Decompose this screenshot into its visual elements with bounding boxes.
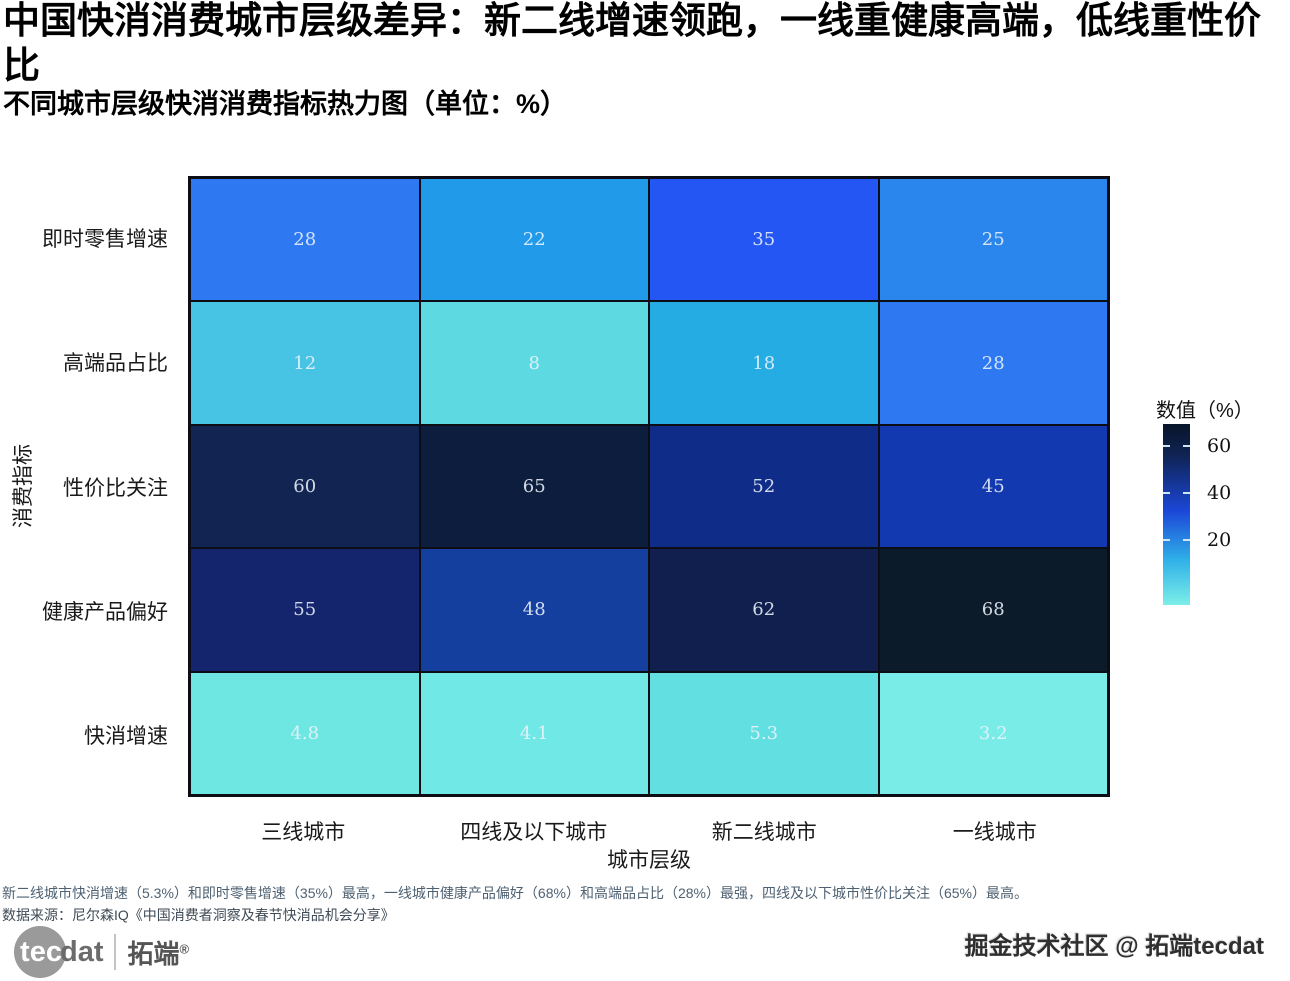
y-tick-label: 健康产品偏好 bbox=[42, 600, 168, 624]
heatmap-cell: 68 bbox=[878, 548, 1108, 672]
cell-value: 4.1 bbox=[519, 722, 549, 744]
heatmap-cell: 8 bbox=[419, 301, 649, 425]
x-axis-title: 城市层级 bbox=[607, 849, 691, 872]
colorbar-tick-mark bbox=[1163, 491, 1170, 494]
logo-text-dat: dat bbox=[60, 935, 104, 968]
x-tick-label: 一线城市 bbox=[952, 821, 1037, 844]
heatmap-cell: 48 bbox=[419, 548, 649, 672]
y-axis-title: 消费指标 bbox=[12, 444, 35, 528]
colorbar-tick-mark bbox=[1183, 491, 1190, 494]
logo-circle-icon: tec bbox=[14, 926, 66, 978]
heatmap-cell: 18 bbox=[649, 301, 879, 425]
cell-value: 5.3 bbox=[749, 722, 779, 744]
heatmap-cell: 28 bbox=[190, 178, 420, 302]
heatmap-cell: 62 bbox=[649, 548, 879, 672]
x-tick-label: 新二线城市 bbox=[711, 821, 817, 844]
heatmap-cell: 5.3 bbox=[649, 671, 879, 795]
legend-title: 数值（%） bbox=[1156, 400, 1254, 422]
heatmap-cell: 28 bbox=[878, 301, 1108, 425]
logo-cn-chars: 拓端 bbox=[127, 938, 180, 969]
colorbar bbox=[1163, 424, 1190, 605]
logo-text-tec: tec bbox=[20, 935, 62, 968]
heatmap-cell: 65 bbox=[419, 424, 649, 549]
heatmap-cell: 55 bbox=[190, 548, 420, 672]
watermark-text: 掘金技术社区 @ 拓端tecdat bbox=[964, 933, 1264, 960]
tecdat-logo: tec dat 拓端® bbox=[14, 925, 189, 979]
cell-value: 62 bbox=[752, 599, 776, 621]
cell-value: 8 bbox=[528, 352, 540, 374]
colorbar-tick-mark bbox=[1183, 538, 1190, 541]
heatmap-cell: 4.1 bbox=[419, 671, 649, 795]
heatmap-grid: 28 22 35 25 12 8 18 28 60 65 52 45 55 48 62 68 4.8 4.1 5.3… bbox=[188, 176, 1110, 797]
cell-value: 60 bbox=[293, 475, 317, 497]
cell-value: 35 bbox=[752, 229, 776, 251]
heatmap-cell: 60 bbox=[190, 424, 420, 549]
cell-value: 22 bbox=[522, 229, 546, 251]
cell-value: 3.2 bbox=[978, 722, 1008, 744]
heatmap-cell: 35 bbox=[649, 178, 879, 302]
cell-value: 52 bbox=[752, 475, 776, 497]
caption-source: 数据来源：尼尔森IQ《中国消费者洞察及春节快消品机会分享》 bbox=[2, 907, 395, 923]
logo-text-cn: 拓端® bbox=[128, 934, 190, 971]
cell-value: 68 bbox=[981, 599, 1005, 621]
heatmap-cell: 3.2 bbox=[878, 671, 1108, 795]
colorbar-tick-mark bbox=[1183, 444, 1190, 447]
logo-divider bbox=[113, 934, 116, 970]
heatmap-cell: 22 bbox=[419, 178, 649, 302]
colorbar-tick-label: 60 bbox=[1207, 434, 1232, 457]
cell-value: 48 bbox=[522, 599, 546, 621]
y-tick-label: 快消增速 bbox=[84, 724, 168, 748]
heatmap-cell: 4.8 bbox=[190, 671, 420, 795]
colorbar-tick-label: 20 bbox=[1207, 528, 1232, 551]
cell-value: 28 bbox=[981, 352, 1005, 374]
heatmap-cell: 45 bbox=[878, 424, 1108, 549]
heatmap-cell: 25 bbox=[878, 178, 1108, 302]
cell-value: 28 bbox=[293, 229, 317, 251]
chart-subtitle: 不同城市层级快消消费指标热力图（单位：%） bbox=[3, 89, 568, 119]
y-tick-label: 高端品占比 bbox=[63, 352, 168, 376]
cell-value: 25 bbox=[981, 229, 1005, 251]
cell-value: 12 bbox=[293, 352, 317, 374]
cell-value: 4.8 bbox=[290, 722, 320, 744]
x-tick-label: 四线及以下城市 bbox=[460, 821, 608, 844]
chart-title: 中国快消消费城市层级差异：新二线增速领跑，一线重健康高端，低线重性价比 bbox=[3, 0, 1261, 87]
colorbar-tick-mark bbox=[1163, 538, 1170, 541]
cell-value: 45 bbox=[981, 475, 1005, 497]
registered-mark-icon: ® bbox=[179, 940, 190, 956]
cell-value: 55 bbox=[293, 599, 317, 621]
cell-value: 65 bbox=[522, 475, 546, 497]
caption-insight: 新二线城市快消增速（5.3%）和即时零售增速（35%）最高，一线城市健康产品偏好… bbox=[2, 885, 1028, 901]
y-tick-label: 性价比关注 bbox=[63, 476, 168, 500]
colorbar-tick-label: 40 bbox=[1207, 481, 1232, 504]
cell-value: 18 bbox=[752, 352, 776, 374]
colorbar-tick-mark bbox=[1163, 444, 1170, 447]
heatmap-cell: 52 bbox=[649, 424, 879, 549]
heatmap-cell: 12 bbox=[190, 301, 420, 425]
x-tick-label: 三线城市 bbox=[261, 821, 346, 844]
y-tick-label: 即时零售增速 bbox=[42, 228, 168, 252]
